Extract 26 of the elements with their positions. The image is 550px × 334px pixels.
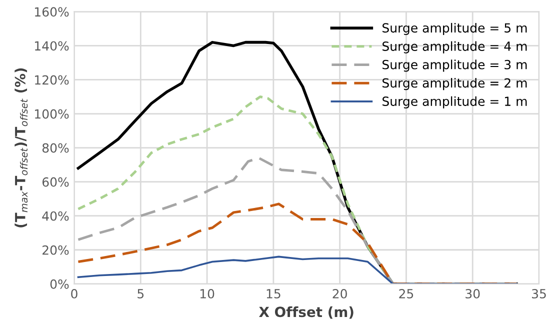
y-tick-label: 60% <box>42 177 69 187</box>
y-tick-label: 20% <box>42 245 69 255</box>
x-tick-label: 35 <box>532 288 546 298</box>
y-tick-label: 120% <box>35 75 69 85</box>
legend-label: Surge amplitude = 2 m <box>382 78 527 90</box>
x-tick-label: 25 <box>399 288 414 298</box>
x-tick-label: 5 <box>138 289 144 298</box>
legend-label: Surge amplitude = 1 m <box>382 96 527 108</box>
legend-label: Surge amplitude = 5 m <box>382 22 527 36</box>
x-tick-label: 10 <box>200 288 214 298</box>
x-axis-title: X Offset (m) <box>259 306 354 319</box>
y-tick-label: 0% <box>50 279 69 289</box>
legend-label: Surge amplitude = 4 m <box>382 41 527 54</box>
y-tick-label: 160% <box>35 7 69 17</box>
y-tick-label: 40% <box>42 211 69 221</box>
y-tick-label: 80% <box>42 143 69 153</box>
y-axis-title: (T$_{max}$-T$_{offset}$)/T$_{offset}$ (%) <box>14 68 28 228</box>
legend-label: Surge amplitude = 3 m <box>382 60 527 72</box>
line-series <box>76 202 518 284</box>
x-tick-label: 30 <box>466 288 480 298</box>
y-tick-label: 100% <box>35 109 69 119</box>
y-tick-label: 140% <box>35 41 69 51</box>
x-tick-label: 20 <box>332 288 347 298</box>
line-series <box>77 256 518 284</box>
x-tick-label: 0 <box>71 288 78 298</box>
x-tick-label: 15 <box>266 289 280 298</box>
